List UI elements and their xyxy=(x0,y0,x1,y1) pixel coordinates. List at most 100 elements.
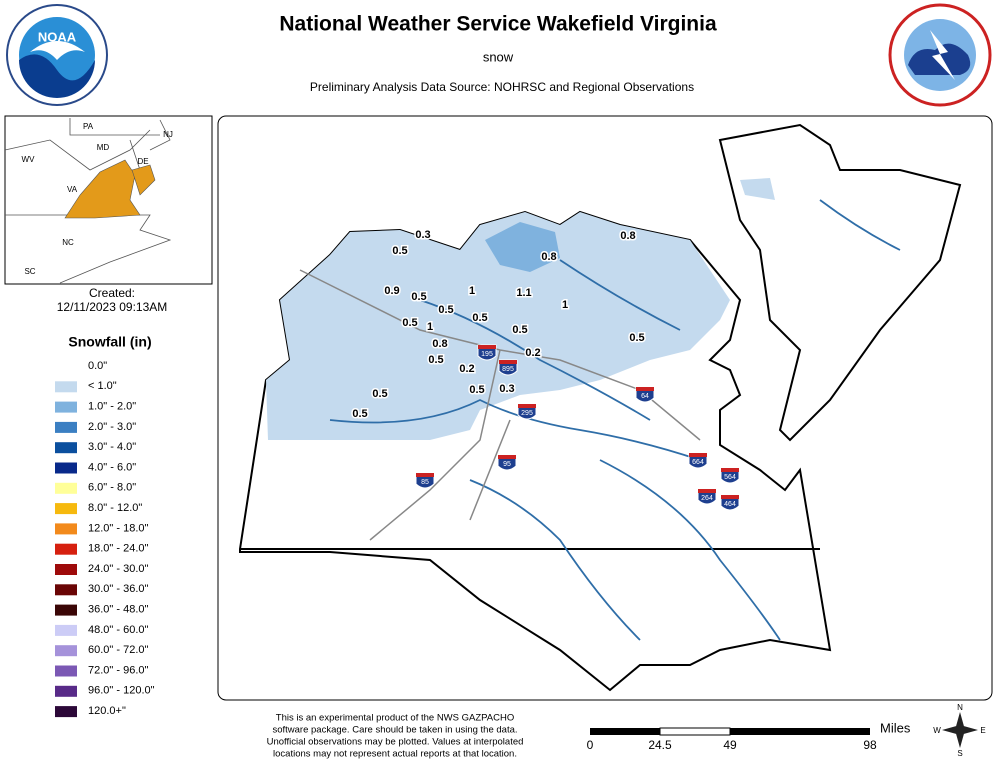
observation-label: 0.5 xyxy=(438,304,453,316)
disclaimer-line: software package. Care should be taken i… xyxy=(272,725,517,736)
legend-title: Snowfall (in) xyxy=(68,334,151,350)
scale-tick: 0 xyxy=(587,738,594,752)
legend-label: 18.0" - 24.0" xyxy=(88,543,148,555)
observation-label: 1 xyxy=(562,299,568,311)
compass-letter: N xyxy=(957,703,963,712)
observation-label: 0.3 xyxy=(415,229,430,241)
interstate-label: 295 xyxy=(521,410,533,417)
disclaimer-line: Unofficial observations may be plotted. … xyxy=(267,737,524,748)
legend-label: 6.0" - 8.0" xyxy=(88,482,136,494)
observation-label: 1.1 xyxy=(516,287,531,299)
legend-swatch xyxy=(55,685,77,697)
legend-swatch xyxy=(55,482,77,494)
interstate-label: 195 xyxy=(481,351,493,358)
observation-label: 0.5 xyxy=(372,388,387,400)
noaa-text: NOAA xyxy=(38,29,77,44)
legend-label: < 1.0" xyxy=(88,380,117,392)
state-label: VA xyxy=(67,185,78,194)
interstate-band xyxy=(478,345,496,349)
observation-label: 0.5 xyxy=(392,245,407,257)
observation-label: 0.9 xyxy=(384,285,399,297)
state-label: MD xyxy=(97,143,110,152)
scale-tick: 49 xyxy=(723,738,737,752)
legend-swatch xyxy=(55,523,77,535)
legend-swatch xyxy=(55,665,77,677)
observation-label: 0.5 xyxy=(472,312,487,324)
legend-swatch xyxy=(55,584,77,596)
observation-label: 0.2 xyxy=(525,347,540,359)
legend-swatch xyxy=(55,361,77,372)
state-label: SC xyxy=(24,267,35,276)
interstate-band xyxy=(689,453,707,457)
source: Preliminary Analysis Data Source: NOHRSC… xyxy=(310,80,694,94)
observation-label: 0.8 xyxy=(541,251,556,263)
legend-swatch xyxy=(55,421,77,433)
legend-swatch xyxy=(55,706,77,718)
state-label: PA xyxy=(83,122,94,131)
legend-swatch xyxy=(55,381,77,393)
interstate-label: 664 xyxy=(692,459,704,466)
compass-letter: S xyxy=(957,749,962,758)
observation-label: 0.5 xyxy=(512,324,527,336)
subtitle: snow xyxy=(483,49,514,64)
legend-swatch xyxy=(55,543,77,555)
compass-letter: E xyxy=(980,726,985,735)
legend-swatch xyxy=(55,645,77,657)
legend-label: 60.0" - 72.0" xyxy=(88,644,148,656)
scale-tick: 98 xyxy=(863,738,877,752)
compass-letter: W xyxy=(933,726,941,735)
interstate-label: 895 xyxy=(502,366,514,373)
legend-label: 36.0" - 48.0" xyxy=(88,604,148,616)
interstate-label: 564 xyxy=(724,474,736,481)
legend-label: 120.0+" xyxy=(88,705,126,717)
snow-area-shore xyxy=(740,178,775,200)
observation-label: 0.3 xyxy=(499,383,514,395)
disclaimer-line: This is an experimental product of the N… xyxy=(276,713,514,724)
nws-logo xyxy=(888,3,992,107)
observation-label: 0.5 xyxy=(411,291,426,303)
title: National Weather Service Wakefield Virgi… xyxy=(279,13,717,36)
legend-label: 8.0" - 12.0" xyxy=(88,502,142,514)
observation-label: 1 xyxy=(427,321,433,333)
scale-tick: 24.5 xyxy=(648,738,672,752)
legend-label: 3.0" - 4.0" xyxy=(88,441,136,453)
legend-swatch xyxy=(55,564,77,575)
interstate-band xyxy=(698,489,716,493)
legend-swatch xyxy=(55,624,77,636)
observation-label: 0.5 xyxy=(428,354,443,366)
legend-label: 1.0" - 2.0" xyxy=(88,401,136,413)
snow-area-light xyxy=(266,212,730,440)
observation-label: 0.5 xyxy=(469,384,484,396)
observation-label: 0.2 xyxy=(459,363,474,375)
interstate-label: 64 xyxy=(641,393,649,400)
state-label: NJ xyxy=(163,130,173,139)
observation-label: 0.5 xyxy=(402,317,417,329)
legend-swatch xyxy=(55,442,77,454)
map-body xyxy=(239,123,962,692)
state-label: DE xyxy=(137,157,148,166)
compass xyxy=(942,712,978,748)
observation-label: 0.8 xyxy=(620,230,635,242)
interstate-band xyxy=(416,473,434,477)
snow-area-medium xyxy=(485,222,560,272)
inset-map xyxy=(4,115,213,285)
interstate-label: 464 xyxy=(724,501,736,508)
legend-label: 48.0" - 60.0" xyxy=(88,624,148,636)
observation-label: 0.5 xyxy=(629,332,644,344)
interstate-band xyxy=(636,387,654,391)
legend-label: 24.0" - 30.0" xyxy=(88,563,148,575)
observation-label: 0.5 xyxy=(352,408,367,420)
state-label: WV xyxy=(22,155,36,164)
interstate-label: 95 xyxy=(503,461,511,468)
eastern-shore xyxy=(718,123,962,442)
legend-label: 72.0" - 96.0" xyxy=(88,664,148,676)
legend-swatch xyxy=(55,604,77,616)
interstate-band xyxy=(499,360,517,364)
state-label: NC xyxy=(62,238,74,247)
noaa-logo: NOAA xyxy=(6,4,108,106)
legend-label: 4.0" - 6.0" xyxy=(88,461,136,473)
interstate-label: 85 xyxy=(421,479,429,486)
interstate-label: 264 xyxy=(701,495,713,502)
scale-bar xyxy=(590,727,870,736)
observation-label: 0.8 xyxy=(432,338,447,350)
